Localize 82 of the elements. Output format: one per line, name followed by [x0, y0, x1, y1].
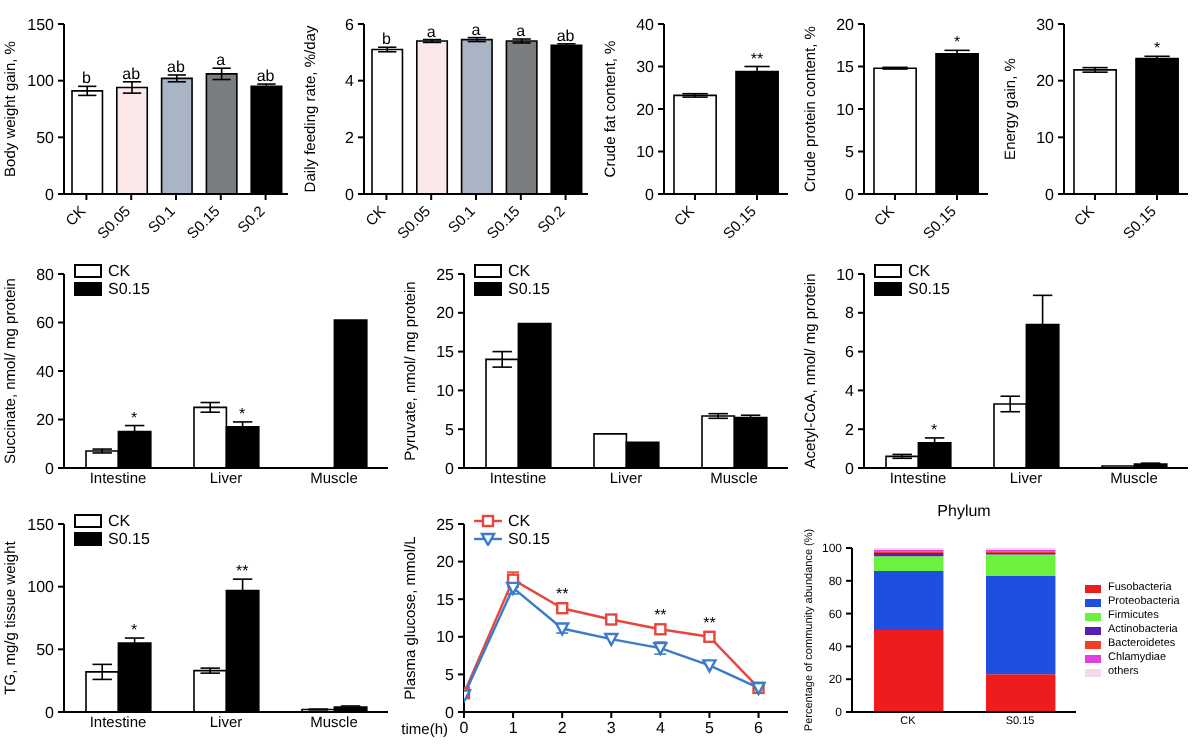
y-tick-label: 15 — [436, 590, 456, 609]
legend-label: S0.15 — [508, 530, 550, 548]
legend-label: CK — [108, 262, 131, 280]
y-tick-label: 0 — [45, 185, 56, 204]
annotation: a — [426, 22, 437, 41]
y-tick-label: 5 — [845, 143, 856, 162]
y-tick-label: 150 — [27, 515, 56, 534]
y-tick-label: 0 — [1045, 185, 1056, 204]
y-tick-label: 8 — [845, 304, 856, 323]
annotation: * — [131, 621, 138, 640]
y-tick-label: 15 — [836, 58, 856, 77]
annotation: ** — [750, 49, 764, 68]
y-tick-label: 20 — [636, 100, 656, 119]
annotation: ** — [235, 562, 249, 581]
x-tick-label: 3 — [606, 719, 617, 738]
y-tick-label: 20 — [436, 553, 456, 572]
y-tick-label: 15 — [436, 343, 456, 362]
y-tick-label: 25 — [436, 265, 456, 284]
annotation: ** — [654, 606, 667, 625]
y-tick-label: 50 — [36, 641, 56, 660]
y-tick-label: 10 — [436, 628, 456, 647]
y-tick-label: 4 — [345, 72, 356, 91]
y-tick-label: 100 — [27, 72, 56, 91]
y-tick-label: 2 — [845, 420, 856, 439]
y-tick-label: 5 — [445, 420, 456, 439]
y-tick-label: 20 — [436, 304, 456, 323]
x-tick-label: 5 — [705, 719, 715, 738]
legend-label: CK — [108, 512, 131, 530]
y-tick-label: 150 — [27, 15, 56, 34]
y-tick-label: 10 — [836, 100, 856, 119]
y-tick-label: 100 — [27, 578, 56, 597]
y-tick-label: 10 — [836, 265, 856, 284]
annotation: ab — [167, 58, 186, 76]
x-tick-label: 6 — [754, 719, 765, 738]
annotation: ab — [122, 64, 142, 83]
legend-label: CK — [908, 262, 931, 280]
annotation: a — [216, 51, 227, 70]
y-tick-label: 40 — [636, 15, 656, 34]
y-tick-label: 0 — [645, 185, 656, 204]
legend-label: S0.15 — [908, 280, 950, 298]
y-tick-label: 4 — [845, 382, 856, 401]
legend-label: CK — [508, 512, 531, 530]
annotation: b — [81, 69, 92, 88]
annotation: ab — [256, 67, 276, 86]
y-tick-label: 20 — [36, 411, 56, 430]
annotation: * — [953, 33, 961, 52]
y-tick-label: 0 — [345, 185, 356, 204]
legend-label: S0.15 — [108, 530, 150, 548]
y-tick-label: 10 — [436, 382, 456, 401]
y-tick-label: 6 — [345, 15, 356, 34]
y-tick-label: 30 — [636, 58, 656, 77]
y-tick-label: 40 — [36, 362, 56, 381]
x-tick-label: 0 — [459, 719, 470, 738]
y-tick-label: 6 — [845, 343, 856, 362]
y-tick-label: 10 — [636, 143, 656, 162]
legend-label: S0.15 — [508, 280, 550, 298]
y-tick-label: 50 — [36, 129, 56, 148]
annotation: * — [131, 408, 138, 427]
annotation: a — [471, 20, 482, 39]
x-tick-label: 1 — [508, 719, 519, 738]
annotation: ** — [555, 585, 569, 604]
y-tick-label: 20 — [1036, 72, 1056, 91]
legend-label: CK — [508, 262, 531, 280]
y-tick-label: 20 — [836, 15, 856, 34]
annotation: ** — [703, 613, 716, 632]
legend-label: S0.15 — [108, 280, 150, 298]
y-tick-label: 0 — [845, 185, 856, 204]
annotation: b — [381, 30, 392, 49]
y-tick-label: 2 — [345, 129, 356, 148]
annotation: * — [1153, 39, 1161, 58]
chart-title: Phylum — [935, 500, 993, 524]
annotation: * — [931, 420, 938, 439]
annotation: * — [239, 404, 246, 423]
y-tick-label: 30 — [1036, 15, 1056, 34]
y-tick-label: 60 — [36, 314, 56, 333]
y-tick-label: 10 — [1036, 129, 1056, 148]
y-tick-label: 25 — [436, 515, 456, 534]
annotation: ab — [556, 26, 576, 45]
y-tick-label: 5 — [445, 666, 456, 685]
x-tick-label: 2 — [557, 719, 568, 738]
y-tick-label: 80 — [36, 265, 56, 284]
annotation: a — [516, 22, 527, 41]
